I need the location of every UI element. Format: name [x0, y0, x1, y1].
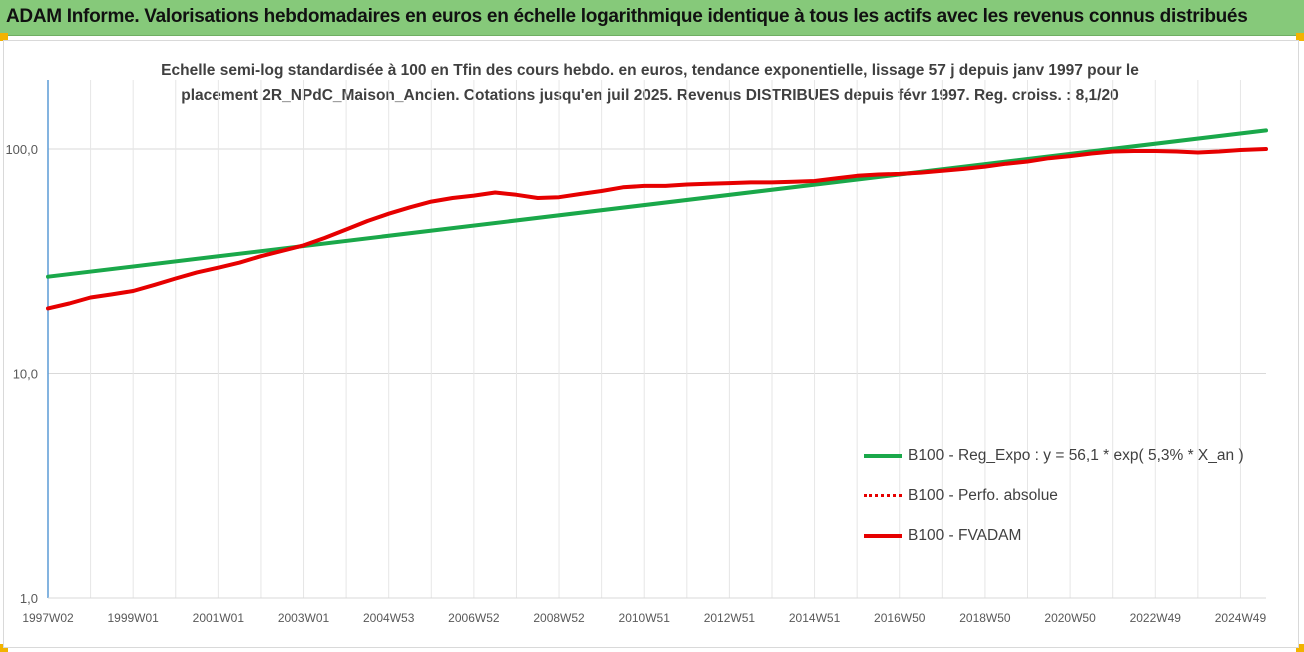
x-tick-label: 1997W02: [22, 611, 74, 625]
x-tick-label: 1999W01: [107, 611, 159, 625]
x-tick-label: 2004W53: [363, 611, 415, 625]
banner-title: ADAM Informe. Valorisations hebdomadaire…: [6, 6, 1248, 27]
chart-title: Echelle semi-log standardisée à 100 en T…: [130, 58, 1170, 108]
y-tick-label: 10,0: [13, 367, 38, 382]
chart-title-line-1: Echelle semi-log standardisée à 100 en T…: [161, 62, 1139, 79]
legend-label-perfo-absolue: B100 - Perfo. absolue: [908, 487, 1058, 504]
legend-label-reg-expo: B100 - Reg_Expo : y = 56,1 * exp( 5,3% *…: [908, 447, 1244, 464]
x-tick-label: 2020W50: [1044, 611, 1096, 625]
x-tick-label: 2008W52: [533, 611, 585, 625]
legend-item-fvadam: B100 - FVADAM: [864, 516, 1264, 556]
legend-item-reg-expo: B100 - Reg_Expo : y = 56,1 * exp( 5,3% *…: [864, 436, 1264, 476]
series-line-2: [46, 147, 1268, 311]
series-line-0: [46, 128, 1268, 279]
legend: B100 - Reg_Expo : y = 56,1 * exp( 5,3% *…: [864, 436, 1264, 556]
legend-item-perfo-absolue: B100 - Perfo. absolue: [864, 476, 1264, 516]
x-tick-label: 2001W01: [193, 611, 245, 625]
chart-frame: [3, 40, 1299, 648]
x-tick-label: 2012W51: [704, 611, 756, 625]
corner-marker-bottom-left: [0, 644, 8, 652]
x-tick-label: 2014W51: [789, 611, 841, 625]
chart-title-line-2: placement 2R_NPdC_Maison_Ancien. Cotatio…: [181, 87, 1119, 104]
corner-marker-bottom-right: [1296, 644, 1304, 652]
legend-label-fvadam: B100 - FVADAM: [908, 527, 1022, 544]
x-tick-label: 2006W52: [448, 611, 500, 625]
x-tick-label: 2018W50: [959, 611, 1011, 625]
legend-swatch-red-dotted: [864, 490, 902, 502]
x-tick-label: 2010W51: [619, 611, 671, 625]
axes: [47, 80, 1266, 599]
tick-labels: 1,0 10,0 100,0 1997W02 1999W01 2001W01 2003W01…: [5, 142, 1266, 625]
x-tick-label: 2003W01: [278, 611, 330, 625]
y-tick-label: 1,0: [20, 591, 38, 606]
y-tick-label: 100,0: [5, 142, 38, 157]
legend-swatch-green: [864, 450, 902, 462]
corner-marker-right: [1296, 33, 1304, 41]
title-banner: ADAM Informe. Valorisations hebdomadaire…: [0, 0, 1304, 36]
x-tick-label: 2016W50: [874, 611, 926, 625]
x-tick-label: 2024W49: [1215, 611, 1267, 625]
legend-swatch-red: [864, 530, 902, 542]
x-tick-label: 2022W49: [1130, 611, 1182, 625]
series-lines: [46, 128, 1268, 311]
corner-marker-left: [0, 33, 8, 41]
